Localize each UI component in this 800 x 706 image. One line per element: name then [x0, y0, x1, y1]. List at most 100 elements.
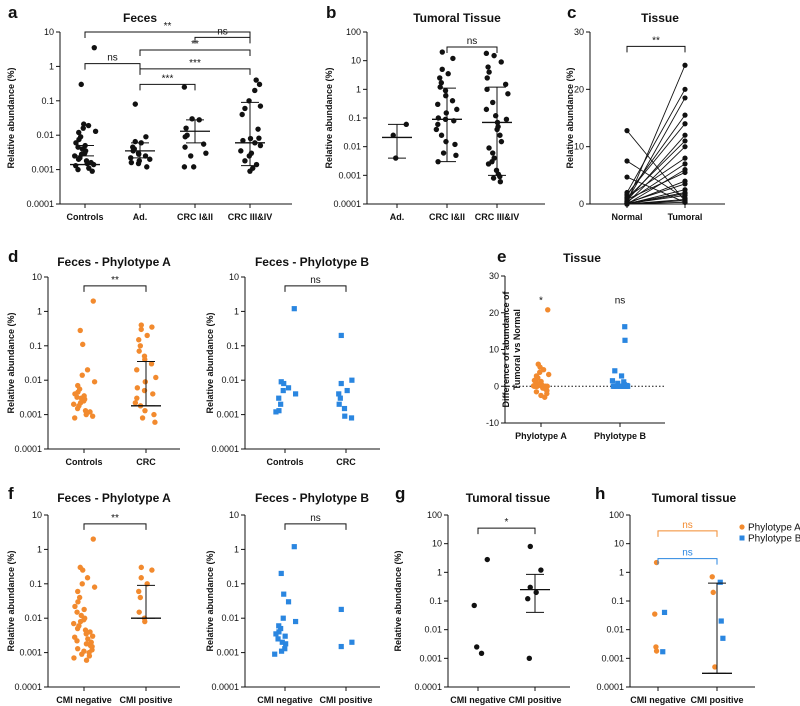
data-point: [138, 322, 144, 328]
data-point: [682, 178, 688, 184]
y-axis-label: Relative abundance (%): [205, 550, 215, 651]
data-point: [142, 618, 148, 625]
data-point: [183, 125, 189, 131]
data-point: [74, 645, 81, 652]
significance-label: **: [111, 275, 119, 286]
data-point: [278, 648, 285, 654]
significance-label: **: [111, 513, 119, 524]
significance-bracket: [477, 527, 536, 535]
significance-bracket: [284, 285, 347, 292]
data-point: [474, 644, 480, 650]
y-axis-label: Relative abundance (%): [6, 312, 16, 413]
data-point: [76, 129, 82, 136]
data-point: [79, 581, 85, 587]
data-point: [253, 77, 259, 83]
panel-letter-d: d: [8, 247, 18, 266]
data-point: [182, 134, 188, 140]
data-point: [149, 324, 155, 330]
data-point: [75, 156, 82, 162]
data-point: [291, 306, 297, 312]
y-tick-label: 0.0001: [414, 682, 442, 692]
data-point: [92, 128, 99, 134]
data-point: [247, 168, 253, 174]
data-point: [275, 636, 281, 642]
data-point: [718, 618, 724, 624]
data-point: [454, 106, 460, 113]
y-tick-label: 0.001: [601, 653, 624, 663]
data-point: [272, 651, 278, 657]
data-point: [136, 151, 142, 157]
data-point: [203, 150, 209, 156]
panel-title: Feces - Phylotype B: [255, 255, 369, 269]
y-tick-label: 0.01: [221, 613, 239, 623]
y-axis-label: Relative abundance (%): [565, 67, 575, 168]
data-point: [661, 609, 668, 616]
data-point: [85, 122, 92, 129]
data-point: [545, 307, 551, 313]
y-tick-label: 1: [356, 84, 361, 94]
x-tick-label: CRC III&IV: [228, 212, 273, 222]
data-point: [653, 648, 660, 654]
data-point: [438, 80, 445, 86]
y-tick-label: 0.01: [36, 130, 54, 140]
data-point: [337, 395, 343, 401]
data-point: [77, 327, 83, 334]
data-point: [144, 332, 150, 339]
data-point: [720, 635, 726, 641]
x-tick-label: Phylotype A: [515, 431, 567, 441]
y-tick-label: 0.1: [41, 96, 54, 106]
data-point: [83, 411, 89, 418]
data-point: [132, 400, 139, 406]
data-point: [142, 379, 148, 385]
data-point: [336, 391, 342, 397]
data-point: [134, 367, 140, 373]
data-point: [79, 651, 85, 657]
data-point: [153, 374, 159, 381]
data-point: [71, 655, 77, 661]
legend-label: Phylotype A: [748, 523, 800, 534]
data-point: [342, 413, 348, 419]
data-point: [91, 379, 98, 385]
data-point: [91, 44, 97, 51]
data-point: [200, 141, 207, 147]
data-point: [505, 91, 511, 97]
significance-bracket: [83, 523, 147, 530]
y-tick-label: 1: [234, 544, 239, 554]
data-point: [533, 589, 539, 596]
pair-line: [626, 114, 686, 196]
y-tick-label: 0.01: [424, 625, 442, 635]
data-point: [682, 187, 688, 193]
data-point: [71, 153, 78, 159]
x-tick-label: Controls: [267, 457, 304, 467]
data-point: [152, 419, 158, 425]
significance-bracket: [446, 46, 498, 53]
data-point: [280, 615, 286, 621]
data-point: [438, 132, 445, 138]
y-tick-label: 0.01: [221, 375, 239, 385]
data-point: [83, 631, 89, 637]
data-point: [278, 401, 284, 407]
data-point: [242, 105, 248, 112]
data-point: [435, 101, 441, 108]
x-tick-label: CMI negative: [257, 695, 313, 705]
data-point: [182, 144, 188, 150]
y-tick-label: 0.0001: [211, 682, 239, 692]
data-point: [618, 383, 624, 389]
pair-line: [626, 189, 686, 205]
data-point: [134, 395, 140, 401]
data-point: [135, 160, 142, 167]
data-point: [273, 631, 279, 637]
y-tick-label: 0.001: [216, 410, 239, 420]
panel-letter-b: b: [326, 3, 336, 22]
data-point: [189, 116, 195, 122]
data-point: [74, 625, 81, 632]
data-point: [91, 584, 98, 590]
data-point: [498, 138, 505, 145]
data-point: [621, 379, 627, 385]
data-point: [490, 150, 496, 156]
data-point: [622, 337, 628, 343]
data-point: [660, 649, 666, 655]
y-tick-label: 10: [574, 142, 584, 152]
data-point: [443, 92, 449, 99]
data-point: [151, 411, 157, 418]
